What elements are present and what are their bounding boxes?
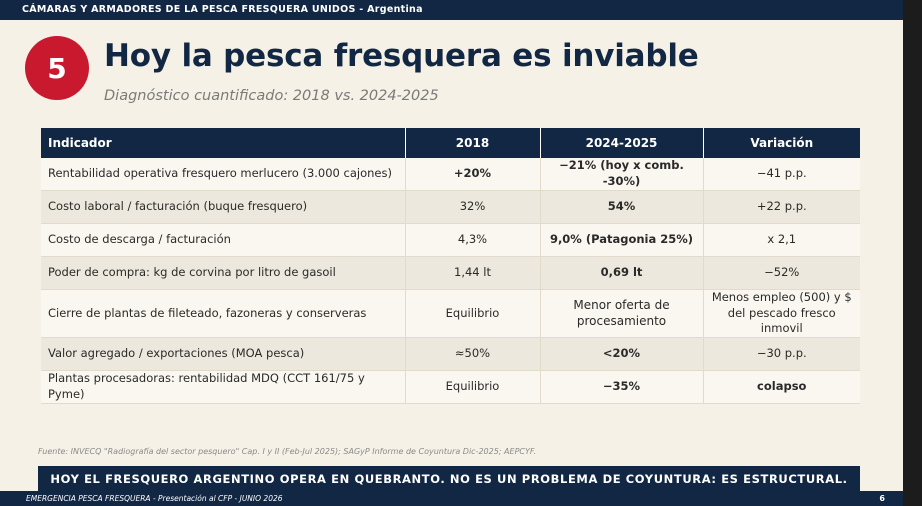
source-note: Fuente: INVECQ "Radiografía del sector p… bbox=[38, 447, 536, 456]
cell-2018: +20% bbox=[405, 158, 541, 191]
slide: CÁMARAS Y ARMADORES DE LA PESCA FRESQUER… bbox=[0, 0, 903, 506]
cell-2024-2025: 0,69 lt bbox=[540, 256, 704, 290]
cell-variation: +22 p.p. bbox=[703, 190, 860, 224]
table-header-row: Indicador 2018 2024-2025 Variación bbox=[41, 128, 860, 158]
slide-subtitle: Diagnóstico cuantificado: 2018 vs. 2024-… bbox=[104, 88, 439, 104]
cell-2024-2025: Menor oferta de procesamiento bbox=[540, 289, 704, 338]
cell-variation: Menos empleo (500) y $ del pescado fresc… bbox=[703, 289, 860, 338]
slide-number-badge: 5 bbox=[25, 36, 89, 100]
slide-title: Hoy la pesca fresquera es inviable bbox=[104, 38, 699, 74]
cell-variation: −30 p.p. bbox=[703, 337, 860, 371]
organization-header: CÁMARAS Y ARMADORES DE LA PESCA FRESQUER… bbox=[0, 0, 903, 20]
cell-2024-2025: 54% bbox=[540, 190, 704, 224]
cell-indicator: Valor agregado / exportaciones (MOA pesc… bbox=[41, 337, 406, 371]
table-row: Valor agregado / exportaciones (MOA pesc… bbox=[41, 337, 860, 371]
cell-2018: ≈50% bbox=[405, 337, 541, 371]
page-number: 6 bbox=[879, 494, 885, 503]
footer-presentation-label: EMERGENCIA PESCA FRESQUERA - Presentació… bbox=[26, 494, 283, 503]
cell-indicator: Rentabilidad operativa fresquero merluce… bbox=[41, 158, 406, 191]
column-header-2024-2025: 2024-2025 bbox=[540, 128, 704, 158]
cell-variation: −41 p.p. bbox=[703, 158, 860, 191]
cell-indicator: Costo de descarga / facturación bbox=[41, 223, 406, 257]
cell-2024-2025: <20% bbox=[540, 337, 704, 371]
cell-2018: 4,3% bbox=[405, 223, 541, 257]
table-row: Plantas procesadoras: rentabilidad MDQ (… bbox=[41, 370, 860, 404]
cell-indicator: Cierre de plantas de fileteado, fazonera… bbox=[41, 289, 406, 338]
table-row: Costo de descarga / facturación 4,3% 9,0… bbox=[41, 223, 860, 257]
cell-2018: Equilibrio bbox=[405, 370, 541, 404]
cell-2024-2025: 9,0% (Patagonia 25%) bbox=[540, 223, 704, 257]
cell-variation: x 2,1 bbox=[703, 223, 860, 257]
cell-2018: 1,44 lt bbox=[405, 256, 541, 290]
cell-variation: −52% bbox=[703, 256, 860, 290]
cell-2018: 32% bbox=[405, 190, 541, 224]
cell-indicator: Poder de compra: kg de corvina por litro… bbox=[41, 256, 406, 290]
table-row: Poder de compra: kg de corvina por litro… bbox=[41, 256, 860, 290]
column-header-2018: 2018 bbox=[405, 128, 541, 158]
cell-indicator: Costo laboral / facturación (buque fresq… bbox=[41, 190, 406, 224]
table-row: Rentabilidad operativa fresquero merluce… bbox=[41, 158, 860, 191]
cell-indicator: Plantas procesadoras: rentabilidad MDQ (… bbox=[41, 370, 406, 404]
footer-bar: EMERGENCIA PESCA FRESQUERA - Presentació… bbox=[0, 491, 903, 506]
conclusion-banner: HOY EL FRESQUERO ARGENTINO OPERA EN QUEB… bbox=[38, 466, 860, 491]
cell-2024-2025: −21% (hoy x comb. -30%) bbox=[540, 158, 704, 191]
table-row: Costo laboral / facturación (buque fresq… bbox=[41, 190, 860, 224]
column-header-variation: Variación bbox=[703, 128, 860, 158]
cell-2024-2025: −35% bbox=[540, 370, 704, 404]
cell-2018: Equilibrio bbox=[405, 289, 541, 338]
window-edge bbox=[903, 0, 922, 506]
indicator-table: Indicador 2018 2024-2025 Variación Renta… bbox=[41, 128, 860, 404]
column-header-indicator: Indicador bbox=[41, 128, 406, 158]
table-row: Cierre de plantas de fileteado, fazonera… bbox=[41, 289, 860, 338]
cell-variation: colapso bbox=[703, 370, 860, 404]
